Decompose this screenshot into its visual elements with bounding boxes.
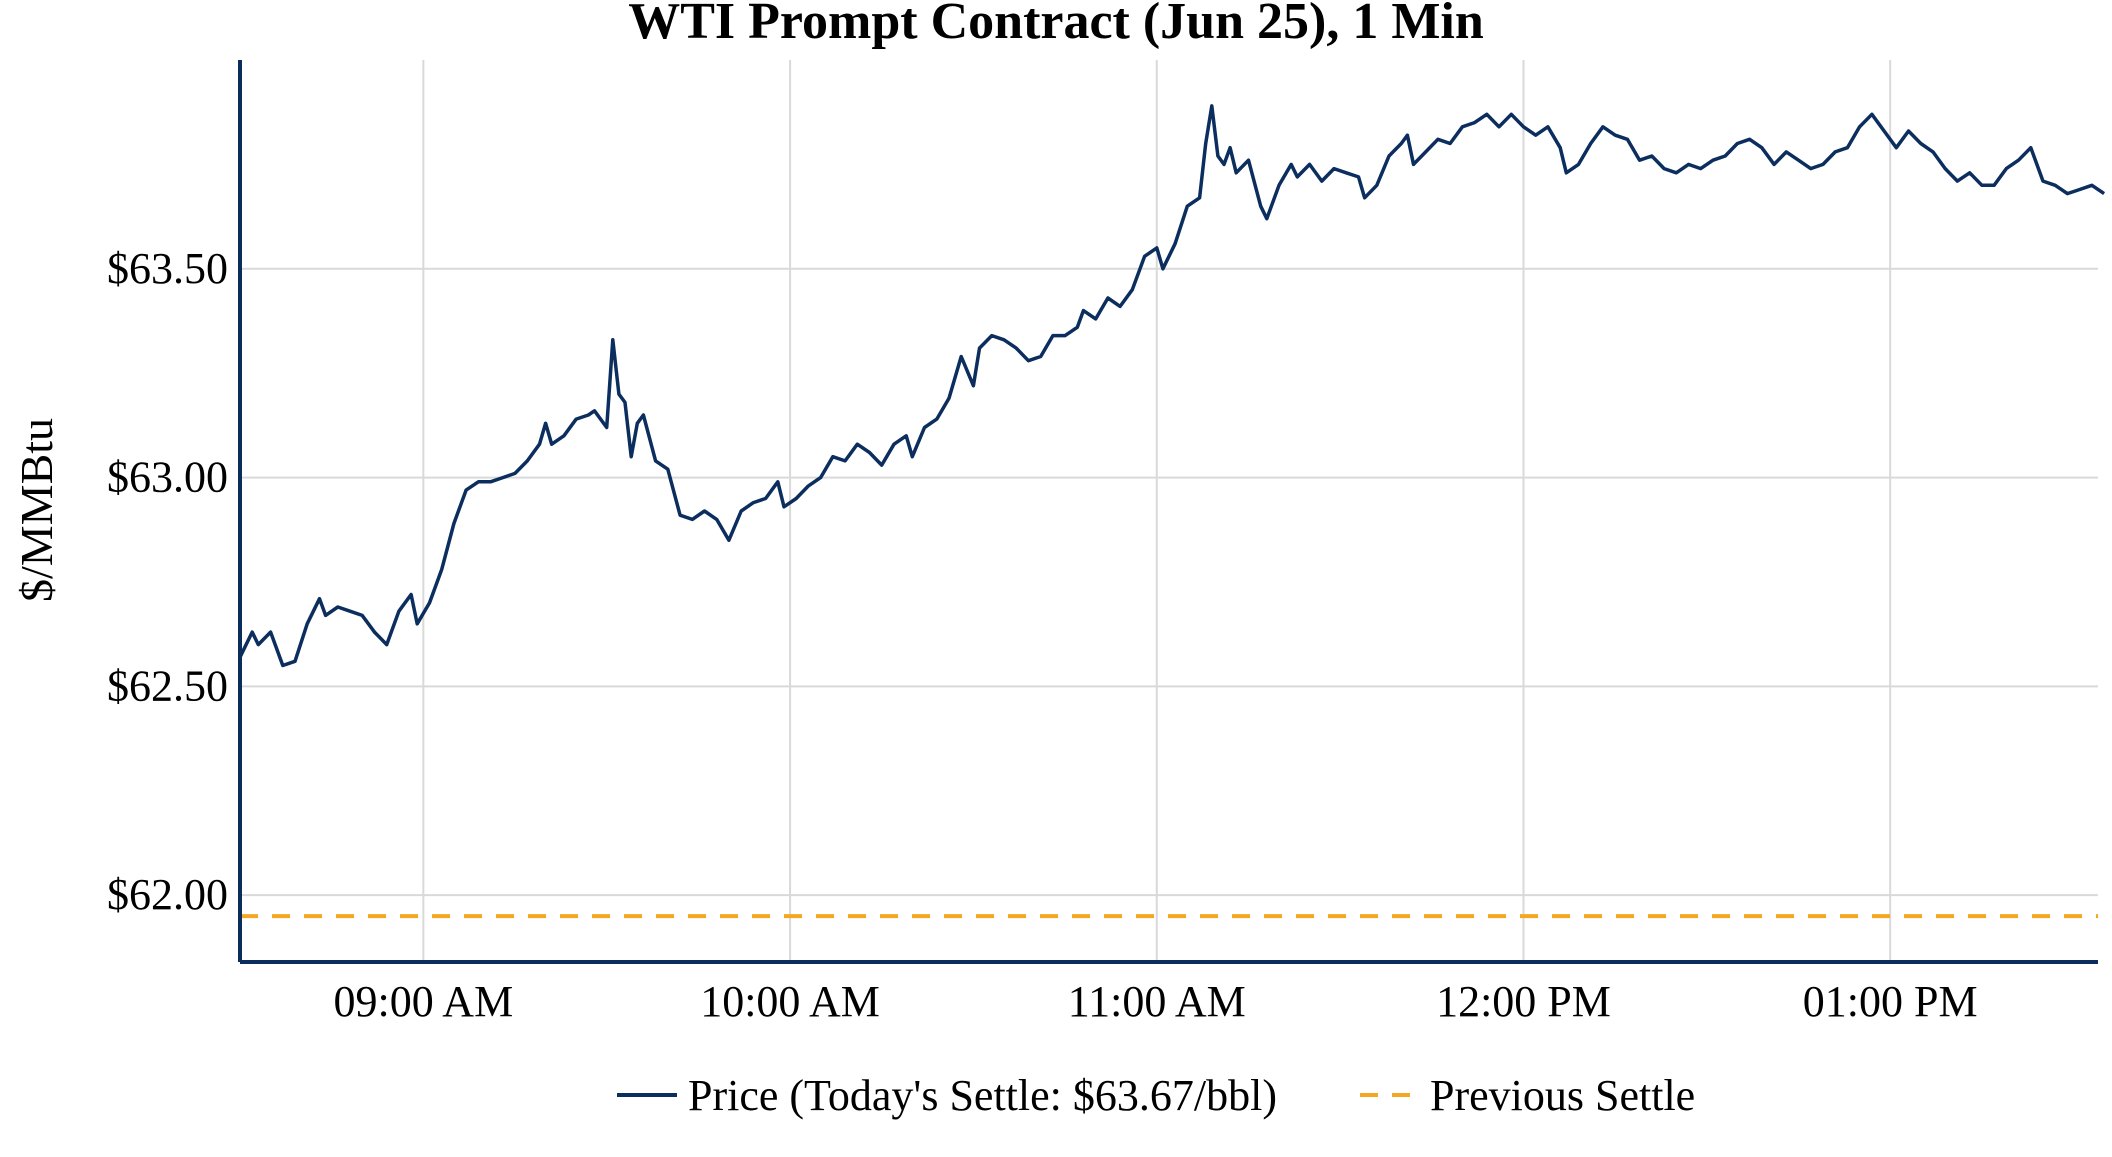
y-tick-label: $63.50 <box>107 244 228 293</box>
y-tick-label: $62.50 <box>107 661 228 710</box>
x-tick-label: 11:00 AM <box>1068 977 1246 1026</box>
price-series-line <box>238 104 2106 668</box>
legend-previous-settle-label: Previous Settle <box>1430 1071 1695 1120</box>
x-tick-label: 12:00 PM <box>1436 977 1611 1026</box>
chart-text: WTI Prompt Contract (Jun 25), 1 Min $/MM… <box>11 0 1978 1026</box>
y-tick-label: $63.00 <box>107 453 228 502</box>
x-tick-label: 01:00 PM <box>1803 977 1978 1026</box>
axes <box>238 60 2098 964</box>
legend-price-label: Price (Today's Settle: $63.67/bbl) <box>688 1071 1277 1120</box>
y-axis-label: $/MMBtu <box>11 418 62 602</box>
chart-title: WTI Prompt Contract (Jun 25), 1 Min <box>628 0 1484 50</box>
legend: Price (Today's Settle: $63.67/bbl) Previ… <box>617 1071 1695 1120</box>
x-tick-label: 10:00 AM <box>700 977 880 1026</box>
x-tick-label: 09:00 AM <box>334 977 514 1026</box>
gridlines <box>240 60 2098 962</box>
y-tick-label: $62.00 <box>107 870 228 919</box>
series-layer <box>238 104 2106 919</box>
